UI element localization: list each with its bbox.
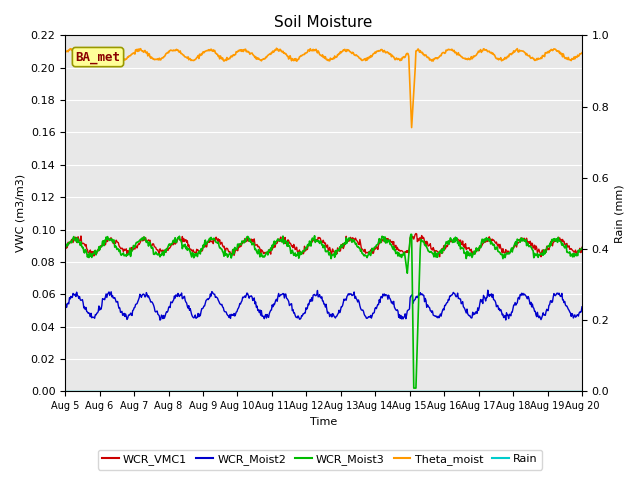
X-axis label: Time: Time <box>310 417 337 427</box>
Y-axis label: VWC (m3/m3): VWC (m3/m3) <box>15 174 25 252</box>
Y-axis label: Rain (mm): Rain (mm) <box>615 184 625 243</box>
Title: Soil Moisture: Soil Moisture <box>275 15 372 30</box>
Legend: WCR_VMC1, WCR_Moist2, WCR_Moist3, Theta_moist, Rain: WCR_VMC1, WCR_Moist2, WCR_Moist3, Theta_… <box>97 450 543 469</box>
Text: BA_met: BA_met <box>76 50 120 63</box>
